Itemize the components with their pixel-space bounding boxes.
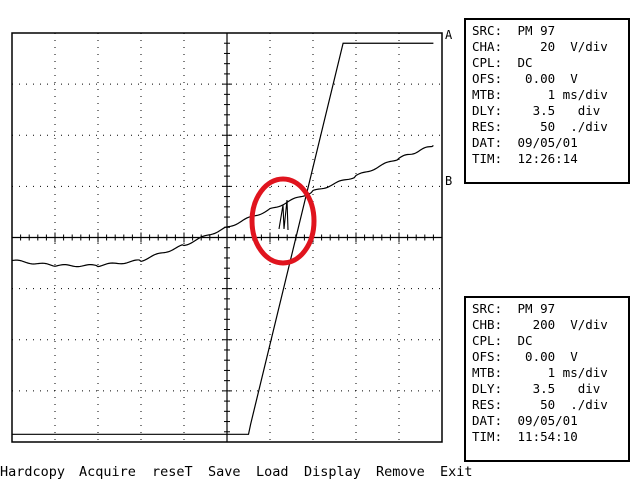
setting-ofs: OFS: 0.00 V [472, 349, 578, 364]
trace-glitch [278, 199, 289, 231]
setting-res: RES: 50 ./div [472, 119, 608, 134]
setting-cpl: CPL: DC [472, 333, 533, 348]
menu-load[interactable]: Load [256, 464, 289, 480]
graticule [11, 32, 443, 443]
setting-cha: CHA: 20 V/div [472, 39, 608, 54]
setting-tim: TIM: 11:54:10 [472, 429, 578, 444]
setting-cpl: CPL: DC [472, 55, 533, 70]
highlight-circle [249, 176, 317, 266]
menu-exit[interactable]: Exit [440, 464, 473, 480]
menu-remove[interactable]: Remove [376, 464, 425, 480]
setting-dly: DLY: 3.5 div [472, 381, 601, 396]
menu-hardcopy[interactable]: Hardcopy [0, 464, 66, 480]
setting-src: SRC: PM 97 [472, 23, 556, 38]
menu-display[interactable]: Display [304, 464, 361, 480]
trace-b [11, 144, 434, 268]
waveform-traces [11, 42, 434, 435]
setting-mtb: MTB: 1 ms/div [472, 87, 608, 102]
function-key-menu: Hardcopy Acquire reseT Save Load Display… [0, 462, 638, 482]
setting-dly: DLY: 3.5 div [472, 103, 601, 118]
trace-label-b: B [445, 174, 453, 188]
menu-acquire[interactable]: Acquire [79, 464, 136, 480]
setting-mtb: MTB: 1 ms/div [472, 365, 608, 380]
scope-display [11, 32, 443, 443]
setting-chb: CHB: 200 V/div [472, 317, 608, 332]
setting-res: RES: 50 ./div [472, 397, 608, 412]
setting-dat: DAT: 09/05/01 [472, 135, 578, 150]
setting-dat: DAT: 09/05/01 [472, 413, 578, 428]
menu-save[interactable]: Save [208, 464, 241, 480]
setting-src: SRC: PM 97 [472, 301, 556, 316]
trace-label-a: A [445, 28, 453, 42]
trace-a [12, 42, 434, 435]
setting-ofs: OFS: 0.00 V [472, 71, 578, 86]
menu-reset[interactable]: reseT [152, 464, 193, 480]
settings-panel-channel-a: SRC: PM 97 CHA: 20 V/div CPL: DC OFS: 0.… [464, 18, 630, 184]
settings-panel-channel-b: SRC: PM 97 CHB: 200 V/div CPL: DC OFS: 0… [464, 296, 630, 462]
setting-tim: TIM: 12:26:14 [472, 151, 578, 166]
